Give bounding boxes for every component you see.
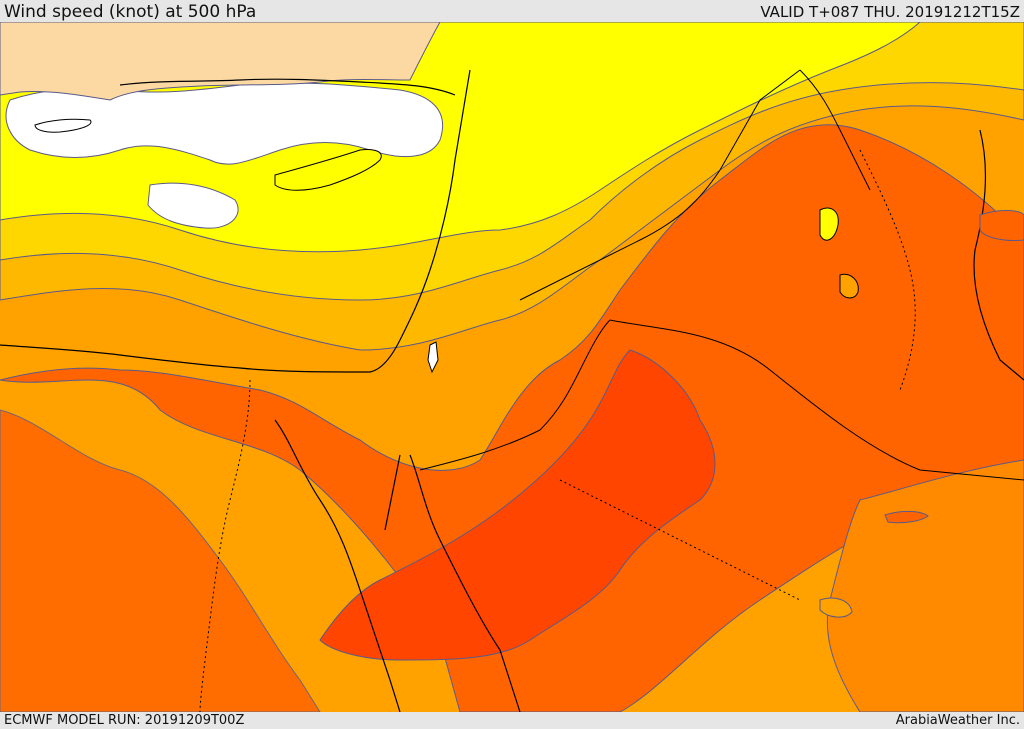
island-cyprus [274,149,382,191]
border-dotted-iran [859,149,916,391]
border-dotted-saudi [559,479,801,601]
coastline-levant [369,69,471,373]
coastline-north-africa [0,344,371,373]
coastline-gulf [973,129,1024,381]
coastline-red-sea-east [409,454,521,712]
lake-razazza [839,273,859,299]
footer-bar: ECMWF MODEL RUN: 20191209T00Z ArabiaWeat… [0,712,1024,729]
band-red-core [319,349,716,661]
coastline-gulf-aqaba [384,454,401,531]
model-run: ECMWF MODEL RUN: 20191209T00Z [4,713,245,728]
coastline-turkey-south [119,78,456,96]
band-red-orange-south [0,409,321,712]
valid-time: VALID T+087 THU. 20191212T15Z [760,3,1020,21]
wind-speed-map[interactable] [0,22,1024,712]
border-saudi-iraq [609,319,1024,481]
island-crete [34,118,92,133]
band-white-spot [147,182,239,229]
blob-gulf [979,210,1024,241]
header-bar: Wind speed (knot) at 500 hPa VALID T+087… [0,0,1024,22]
credit-text: ArabiaWeather Inc. [895,713,1020,728]
blob-east-1 [884,510,929,524]
map-title: Wind speed (knot) at 500 hPa [4,2,257,22]
band-dark-orange-east [826,459,1024,712]
lake-dead-sea [427,341,439,374]
border-syria-iraq [519,69,801,301]
border-jordan-saudi [419,319,611,471]
lake-tharthar [819,207,839,241]
coastline-red-sea-west [274,419,401,712]
blob-east-2 [819,597,853,618]
band-white [5,82,444,165]
map-canvas [0,22,1024,712]
border-iraq-iran [799,69,871,191]
band-red-orange [0,124,1024,712]
